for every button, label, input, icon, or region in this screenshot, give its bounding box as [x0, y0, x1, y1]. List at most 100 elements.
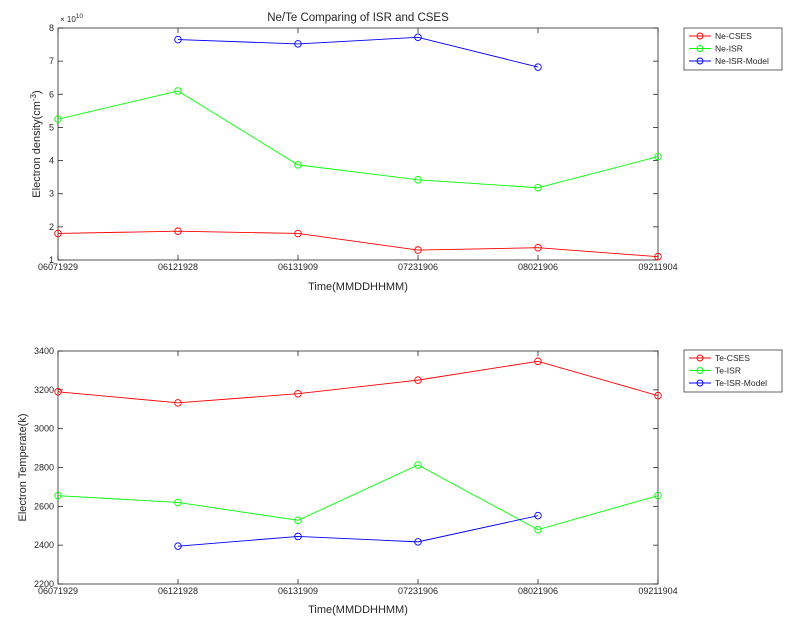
data-point — [534, 63, 542, 71]
series-line — [57, 230, 659, 258]
y-tick-label: 2 — [49, 222, 54, 232]
data-point — [654, 391, 662, 400]
data-point — [414, 33, 422, 42]
series-te-isr-model — [174, 511, 542, 550]
data-point — [654, 252, 662, 261]
series-line — [57, 90, 659, 189]
data-point — [174, 227, 182, 235]
series-ne-cses — [54, 227, 662, 261]
y-axis-label-text: Electron Temperate(k) — [17, 413, 29, 521]
x-tick-label: 06121928 — [158, 586, 198, 596]
x-tick-label: 07231906 — [398, 586, 438, 596]
legend-label: Te-CSES — [715, 353, 750, 363]
series-ne-isr — [54, 87, 662, 192]
y-tick-label: 3200 — [34, 385, 54, 395]
plot-area — [57, 27, 659, 261]
series-te-isr — [54, 461, 662, 534]
y-axis-label: Electron density(cm-3) — [29, 90, 43, 197]
y-tick-label: 2200 — [34, 579, 54, 589]
legend-label: Ne-ISR-Model — [715, 56, 769, 66]
y-tick-label: 5 — [49, 122, 54, 132]
legend-label: Te-ISR-Model — [715, 378, 767, 388]
data-point — [54, 388, 62, 396]
x-tick-label: 06121928 — [158, 262, 198, 272]
data-point — [294, 532, 302, 541]
data-point — [54, 115, 62, 123]
y-exponent-power: 10 — [76, 13, 84, 20]
chart-title: Ne/Te Comparing of ISR and CSES — [267, 12, 449, 24]
y-tick-label: 1 — [49, 255, 54, 265]
x-tick-label: 08021906 — [518, 586, 558, 596]
data-point — [534, 525, 542, 534]
data-point — [294, 161, 302, 169]
x-tick-label: 06131909 — [278, 262, 318, 272]
x-tick-label: 06071929 — [38, 262, 78, 272]
data-point — [174, 498, 182, 507]
legend-swatch-marker — [696, 379, 704, 387]
data-point — [414, 538, 422, 546]
data-point — [294, 516, 302, 525]
y-tick-label: 3000 — [34, 424, 54, 434]
data-point — [534, 511, 542, 520]
legend-swatch-marker — [696, 32, 704, 40]
x-axis-label: Time(MMDDHHMM) — [308, 281, 408, 293]
y-tick-label: 7 — [49, 56, 54, 66]
series-ne-isr-model — [174, 33, 542, 71]
data-point — [294, 389, 302, 398]
series-line — [177, 515, 539, 547]
legend-label: Ne-CSES — [715, 31, 752, 41]
y-tick-label: 4 — [49, 156, 54, 166]
legend-box — [683, 27, 783, 71]
legend: Ne-CSES Ne-ISR Ne-ISR-Model — [683, 27, 783, 71]
legend-swatch-marker — [696, 354, 704, 362]
legend-entry: Te-CSES — [689, 353, 750, 363]
series-line — [57, 360, 659, 404]
data-point — [414, 461, 422, 469]
x-axis-label: Time(MMDDHHMM) — [308, 604, 408, 616]
chart-1: 06071929 06121928 06131909 07231906 08021906… — [29, 12, 783, 293]
x-tick-label: 06131909 — [278, 586, 318, 596]
x-tick-label: 09211904 — [638, 262, 677, 272]
series-te-cses — [54, 357, 662, 407]
legend-swatch-marker — [696, 45, 704, 52]
y-tick-label: 6 — [49, 89, 54, 99]
y-axis-label-sup: -3 — [29, 93, 38, 101]
y-axis-label: Electron Temperate(k) — [17, 413, 29, 521]
y-tick-label: 2800 — [34, 463, 54, 473]
legend-swatch-marker — [696, 367, 704, 374]
legend-entry: Ne-CSES — [689, 31, 752, 41]
data-point — [654, 152, 662, 161]
legend-box — [683, 349, 783, 393]
legend-entry: Ne-ISR — [689, 44, 743, 54]
x-tick-label: 08021906 — [518, 262, 558, 272]
legend-entry: Te-ISR — [689, 366, 741, 376]
data-point — [414, 376, 422, 384]
data-point — [534, 357, 542, 366]
plot-area — [57, 350, 659, 585]
y-tick-label: 2600 — [34, 501, 54, 511]
legend-entry: Te-ISR-Model — [689, 378, 767, 388]
data-point — [54, 229, 62, 238]
chart-2: 06071929 06121928 06131909 07231906 08021906… — [17, 346, 783, 616]
data-point — [294, 40, 302, 48]
data-point — [294, 229, 302, 238]
data-point — [414, 246, 422, 254]
series-line — [57, 464, 659, 531]
y-tick-label: 8 — [49, 23, 54, 33]
legend-swatch-marker — [696, 57, 704, 65]
data-point — [54, 491, 62, 500]
legend-label: Te-ISR — [715, 366, 741, 376]
y-exponent-base: × 10 — [60, 15, 76, 24]
legend: Te-CSES Te-ISR Te-ISR-Model — [683, 349, 783, 393]
x-tick-label: 06071929 — [38, 586, 78, 596]
data-point — [174, 399, 182, 407]
data-point — [534, 183, 542, 192]
data-point — [534, 243, 542, 252]
x-tick-label: 09211904 — [638, 586, 677, 596]
legend-label: Ne-ISR — [715, 44, 743, 54]
y-axis-label-end: ) — [31, 90, 43, 94]
series-line — [177, 36, 539, 68]
y-tick-label: 3400 — [34, 346, 54, 356]
y-exponent-label: × 1010 — [60, 13, 83, 24]
